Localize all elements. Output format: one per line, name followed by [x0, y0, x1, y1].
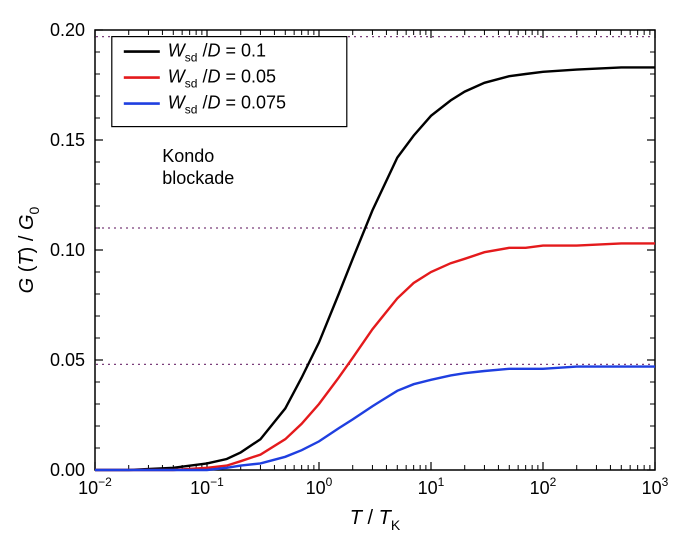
series-Wsd/D=0.1: [95, 67, 655, 470]
x-tick-label: 10−1: [190, 475, 224, 498]
y-tick-label: 0.00: [50, 460, 85, 480]
series-Wsd/D=0.075: [95, 367, 655, 470]
y-tick-label: 0.20: [50, 20, 85, 40]
y-tick-label: 0.05: [50, 350, 85, 370]
x-axis-label: T / TK: [350, 507, 401, 533]
x-tick-label: 10−2: [78, 475, 112, 498]
x-tick-label: 103: [642, 475, 669, 498]
y-axis-label: G (T) / G0: [16, 206, 42, 293]
annotation-text: blockade: [162, 168, 234, 188]
x-tick-label: 102: [530, 475, 557, 498]
y-tick-label: 0.15: [50, 130, 85, 150]
annotation-text: Kondo: [162, 146, 214, 166]
x-tick-label: 100: [306, 475, 333, 498]
chart-container: 0.00 0.05 0.10 0.15 0.20 10−2 10−1 100 101 102 103…: [0, 0, 685, 548]
chart-svg: 0.00 0.05 0.10 0.15 0.20 10−2 10−1 100 101 102 103…: [0, 0, 685, 548]
x-tick-label: 101: [418, 475, 445, 498]
y-tick-label: 0.10: [50, 240, 85, 260]
series-Wsd/D=0.05: [95, 243, 655, 470]
